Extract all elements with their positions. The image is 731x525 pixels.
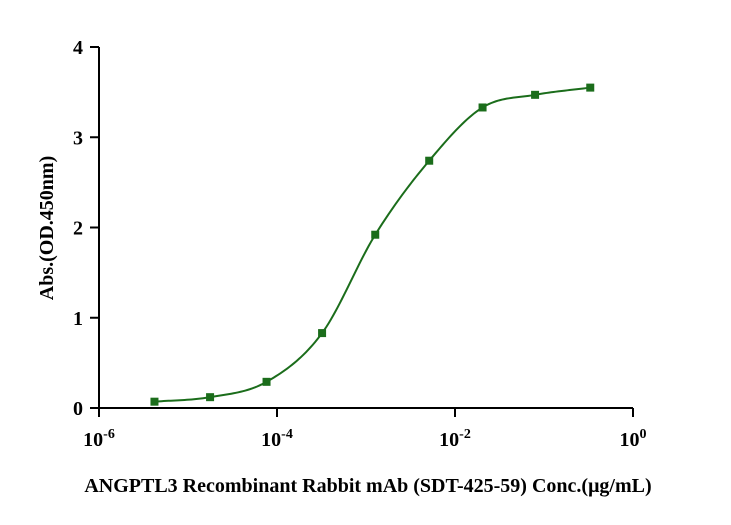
y-ticks: 0 1 2 3 4 [73, 37, 99, 420]
x-tick-label: 10-2 [439, 427, 471, 451]
x-ticks: 10-6 10-4 10-2 100 [83, 408, 647, 451]
y-tick-label: 2 [73, 218, 83, 240]
series [150, 83, 595, 406]
data-point [318, 329, 327, 338]
data-point [150, 397, 159, 406]
data-point [478, 103, 487, 112]
x-tick-label: 10-6 [83, 427, 115, 451]
data-point [206, 393, 215, 402]
data-point [425, 156, 434, 165]
y-tick-label: 0 [73, 398, 83, 420]
data-point [262, 377, 271, 386]
y-tick-label: 1 [73, 308, 83, 330]
y-tick-label: 4 [73, 37, 83, 59]
data-point [531, 90, 540, 99]
x-tick-label: 100 [620, 427, 647, 451]
data-point [586, 83, 595, 92]
x-axis-title: ANGPTL3 Recombinant Rabbit mAb (SDT-425-… [84, 475, 651, 497]
axes [98, 47, 633, 409]
data-point [371, 230, 380, 239]
x-tick-label: 10-4 [261, 427, 293, 451]
y-axis-title: Abs.(OD.450nm) [36, 156, 58, 300]
fit-curve [154, 86, 591, 403]
y-tick-label: 3 [73, 127, 83, 149]
